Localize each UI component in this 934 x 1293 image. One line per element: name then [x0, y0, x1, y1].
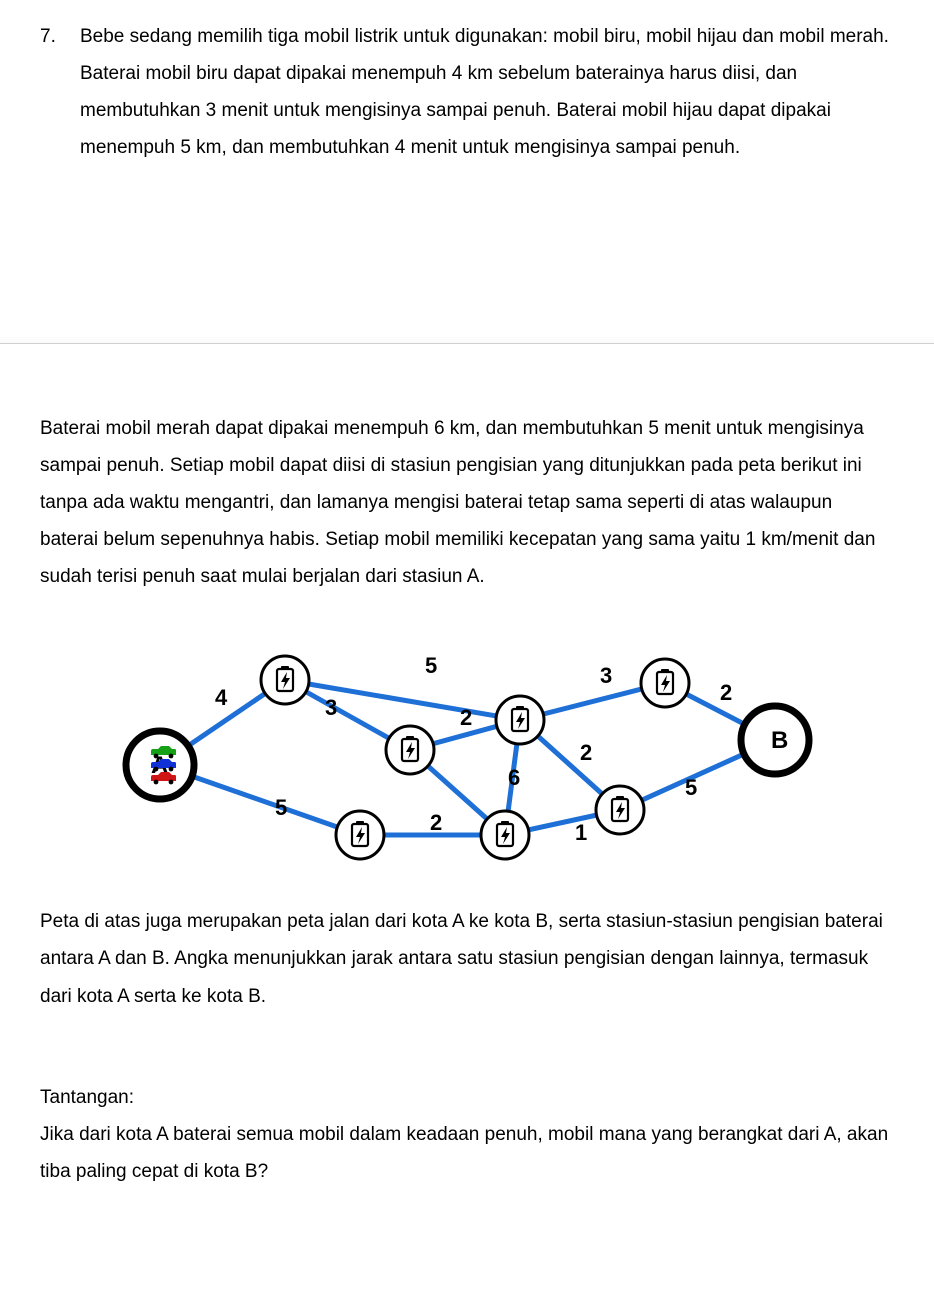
question-block-top: 7. Bebe sedang memilih tiga mobil listri… — [0, 0, 934, 184]
edge-label-S4-S7: 3 — [600, 663, 612, 688]
edge-label-S5-S6: 1 — [575, 820, 587, 845]
edge-label-S3-S4: 2 — [460, 705, 472, 730]
edge-label-S6-B: 5 — [685, 775, 697, 800]
edge-label-S1-S4: 5 — [425, 653, 437, 678]
edge-label-A-S2: 5 — [275, 795, 287, 820]
paragraph-2: Baterai mobil merah dapat dipakai menemp… — [0, 392, 934, 613]
challenge-block: Tantangan: Jika dari kota A baterai semu… — [0, 1033, 934, 1208]
node-label-B: B — [771, 727, 788, 754]
edge-label-A-S1: 4 — [215, 685, 228, 710]
challenge-label: Tantangan: — [40, 1079, 894, 1116]
map-diagram: AB453522263152 — [0, 613, 934, 885]
edge-label-S2-S5: 2 — [430, 810, 442, 835]
question-number: 7. — [40, 18, 80, 166]
challenge-text: Jika dari kota A baterai semua mobil dal… — [40, 1116, 894, 1190]
paragraph-3: Peta di atas juga merupakan peta jalan d… — [0, 885, 934, 1032]
paragraph-1: Bebe sedang memilih tiga mobil listrik u… — [80, 18, 894, 166]
edge-label-S1-S3: 3 — [325, 695, 337, 720]
edge-label-S7-B: 2 — [720, 680, 732, 705]
page-divider — [0, 184, 934, 344]
edge-label-S4-S5: 6 — [508, 765, 520, 790]
edge-label-S4-S6: 2 — [580, 740, 592, 765]
spacer — [0, 344, 934, 392]
